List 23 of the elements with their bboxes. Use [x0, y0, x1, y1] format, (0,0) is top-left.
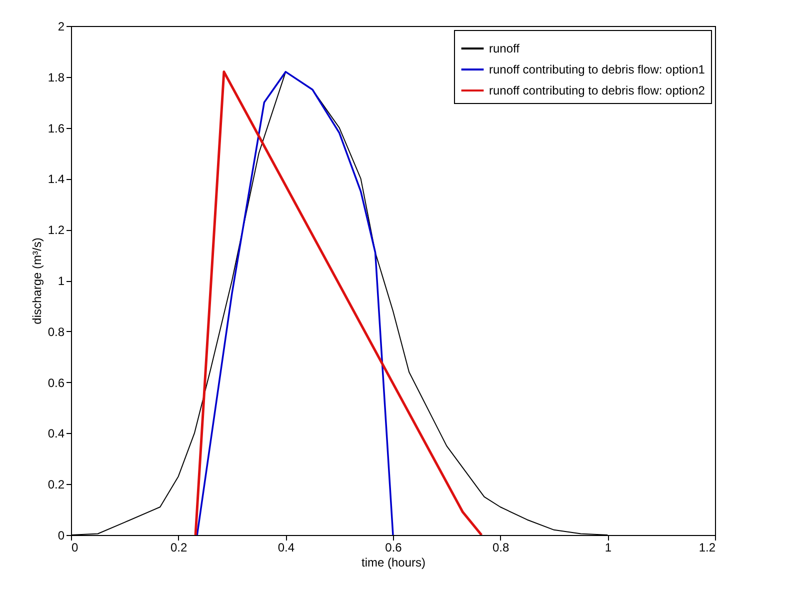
y-tick-label: 0.6 [48, 376, 65, 390]
y-tick-label: 2 [58, 20, 65, 34]
x-tick-label: 0 [72, 540, 78, 554]
y-tick-label: 1 [58, 274, 65, 288]
y-axis-title: discharge (m³/s) [30, 238, 44, 324]
legend-label: runoff contributing to debris flow: option1 [489, 62, 706, 76]
y-tick-label: 0.2 [48, 478, 65, 492]
x-axis-title: time (hours) [361, 556, 426, 570]
x-tick-label: 0.6 [385, 540, 402, 554]
legend-label: runoff [489, 42, 520, 56]
x-tick-label: 0.4 [278, 540, 295, 554]
y-tick-label: 1.6 [48, 121, 65, 136]
y-tick-label: 0 [58, 528, 65, 542]
x-tick-label: 1.2 [698, 540, 716, 554]
y-tick-label: 1.2 [48, 223, 65, 238]
x-tick-label: 1 [604, 540, 612, 554]
legend-label: runoff contributing to debris flow: option2 [489, 84, 706, 98]
x-tick-label: 0.8 [492, 540, 510, 554]
y-tick-label: 0.8 [48, 324, 65, 339]
y-tick-label: 0.4 [48, 426, 65, 441]
y-tick-label: 1.8 [48, 70, 65, 84]
y-tick-label: 1.4 [48, 172, 65, 186]
x-tick-label: 0.2 [170, 540, 188, 554]
